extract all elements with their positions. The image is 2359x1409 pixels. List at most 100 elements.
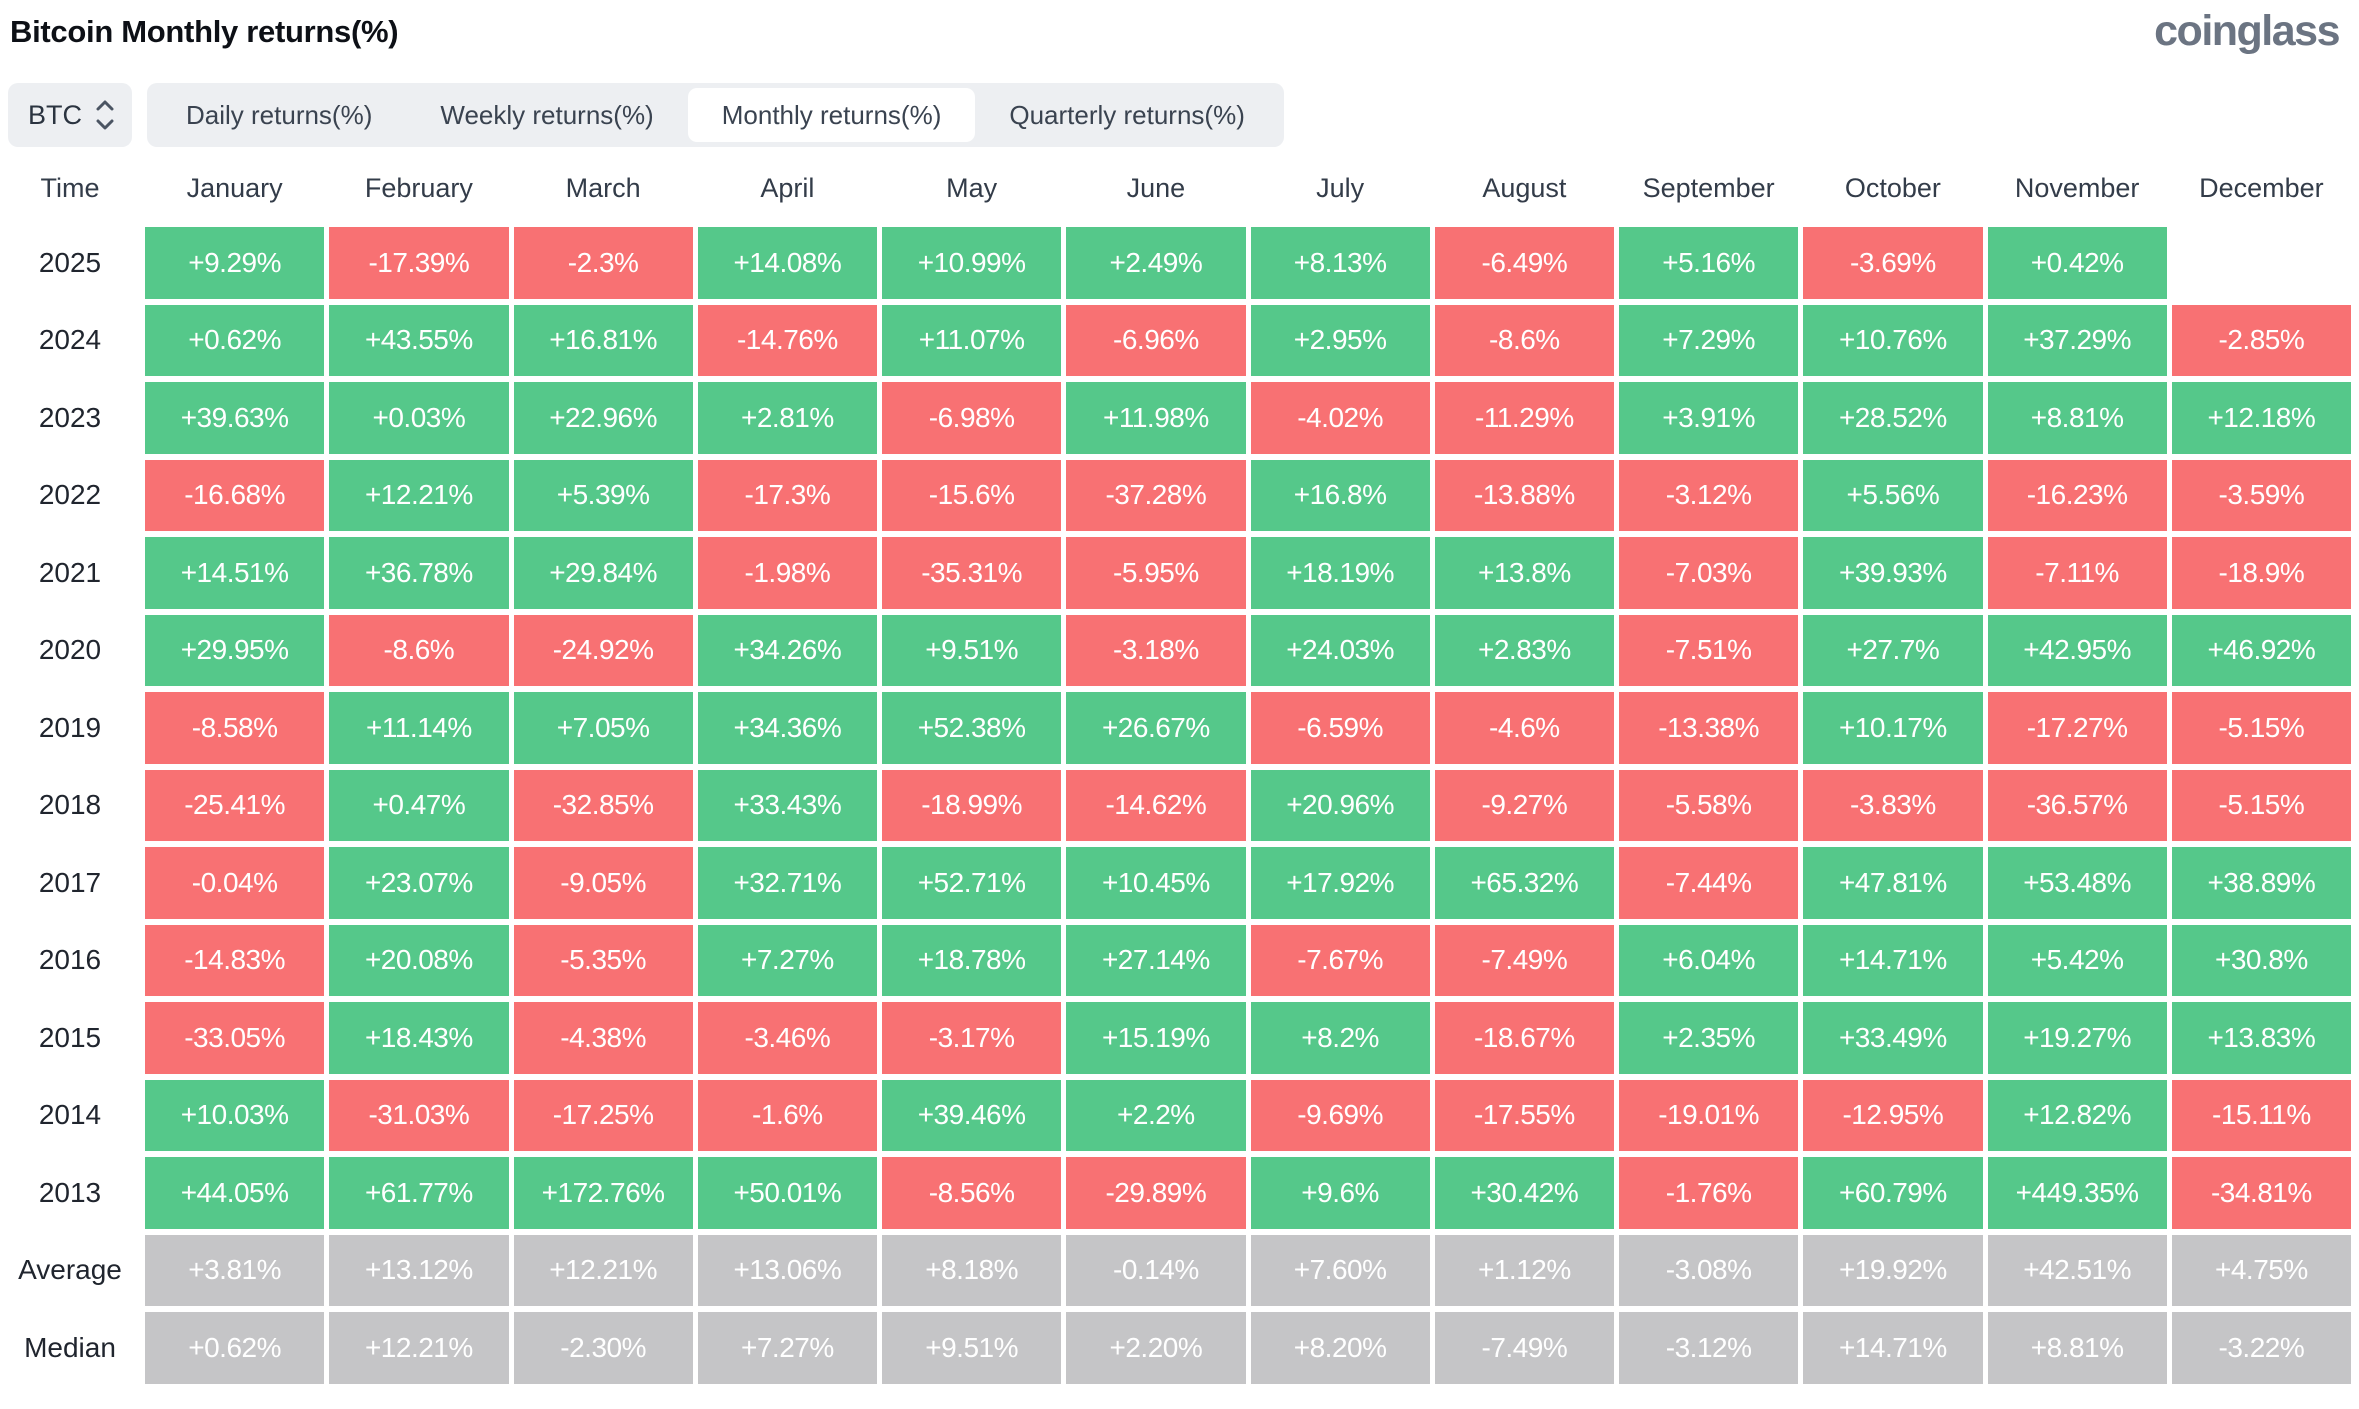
return-cell-2025-november: +0.42% (1987, 227, 2167, 299)
return-cell-2023-october: +28.52% (1803, 382, 1983, 454)
return-cell-2014-september: -19.01% (1619, 1079, 1799, 1151)
return-cell-2023-may: -6.98% (882, 382, 1062, 454)
return-cell-2016-march: -5.35% (513, 924, 693, 996)
return-cell-2015-april: -3.46% (697, 1002, 877, 1074)
column-header-march: March (565, 172, 641, 203)
return-cell-2014-august: -17.55% (1434, 1079, 1614, 1151)
return-cell-2025-march: -2.3% (513, 227, 693, 299)
return-cell-average-june: -0.14% (1066, 1234, 1246, 1306)
row-label-2023: 2023 (38, 401, 102, 433)
return-cell-2024-march: +16.81% (513, 304, 693, 376)
return-cell-2024-august: -8.6% (1434, 304, 1614, 376)
return-cell-2016-may: +18.78% (882, 924, 1062, 996)
return-cell-2015-february: +18.43% (329, 1002, 509, 1074)
return-cell-2020-may: +9.51% (882, 614, 1062, 686)
coinglass-logo: coinglass (2154, 7, 2340, 55)
return-cell-2020-august: +2.83% (1434, 614, 1614, 686)
return-cell-2018-march: -32.85% (513, 769, 693, 841)
column-header-time: Time (40, 172, 100, 203)
return-cell-2017-february: +23.07% (329, 847, 509, 919)
returns-table: Time January February March April May June July… (0, 155, 2351, 1384)
return-cell-2015-june: +15.19% (1066, 1002, 1246, 1074)
return-cell-2013-may: -8.56% (882, 1157, 1062, 1229)
return-cell-2018-april: +33.43% (697, 769, 877, 841)
return-cell-2021-december: -18.9% (2171, 537, 2351, 609)
return-cell-2017-june: +10.45% (1066, 847, 1246, 919)
return-cell-2016-october: +14.71% (1803, 924, 1983, 996)
return-cell-2021-january: +14.51% (145, 537, 325, 609)
return-cell-2019-march: +7.05% (513, 692, 693, 764)
return-cell-median-june: +2.20% (1066, 1312, 1246, 1384)
return-cell-median-april: +7.27% (697, 1312, 877, 1384)
return-cell-2023-july: -4.02% (1250, 382, 1430, 454)
return-cell-2013-january: +44.05% (145, 1157, 325, 1229)
return-cell-2017-july: +17.92% (1250, 847, 1430, 919)
return-cell-2018-june: -14.62% (1066, 769, 1246, 841)
returns-period-tabs: Daily returns(%) Weekly returns(%) Monthly… (147, 83, 1284, 147)
return-cell-average-september: -3.08% (1619, 1234, 1799, 1306)
return-cell-2024-june: -6.96% (1066, 304, 1246, 376)
return-cell-2022-march: +5.39% (513, 459, 693, 531)
tab-monthly[interactable]: Monthly returns(%) (687, 88, 976, 142)
return-cell-2023-september: +3.91% (1619, 382, 1799, 454)
return-cell-2019-november: -17.27% (1987, 692, 2167, 764)
row-label-2015: 2015 (38, 1021, 102, 1053)
column-header-december: December (2199, 172, 2324, 203)
row-label-2024: 2024 (38, 324, 102, 356)
return-cell-2021-september: -7.03% (1619, 537, 1799, 609)
return-cell-2024-february: +43.55% (329, 304, 509, 376)
symbol-select[interactable]: BTC (8, 83, 132, 147)
return-cell-2019-january: -8.58% (145, 692, 325, 764)
row-label-2021: 2021 (38, 556, 102, 588)
return-cell-2021-march: +29.84% (513, 537, 693, 609)
return-cell-2018-september: -5.58% (1619, 769, 1799, 841)
return-cell-2019-october: +10.17% (1803, 692, 1983, 764)
return-cell-2025-may: +10.99% (882, 227, 1062, 299)
return-cell-2013-april: +50.01% (697, 1157, 877, 1229)
return-cell-2021-july: +18.19% (1250, 537, 1430, 609)
return-cell-2017-october: +47.81% (1803, 847, 1983, 919)
row-label-2017: 2017 (38, 866, 102, 898)
return-cell-2013-september: -1.76% (1619, 1157, 1799, 1229)
return-cell-2022-august: -13.88% (1434, 459, 1614, 531)
tab-weekly[interactable]: Weekly returns(%) (440, 100, 654, 130)
return-cell-2019-june: +26.67% (1066, 692, 1246, 764)
return-cell-2025-june: +2.49% (1066, 227, 1246, 299)
return-cell-2013-march: +172.76% (513, 1157, 693, 1229)
return-cell-2023-august: -11.29% (1434, 382, 1614, 454)
row-label-2016: 2016 (38, 944, 102, 976)
return-cell-2019-may: +52.38% (882, 692, 1062, 764)
tab-daily[interactable]: Daily returns(%) (186, 100, 373, 130)
return-cell-average-october: +19.92% (1803, 1234, 1983, 1306)
return-cell-2024-april: -14.76% (697, 304, 877, 376)
column-header-june: June (1126, 172, 1186, 203)
column-header-september: September (1642, 172, 1775, 203)
return-cell-2022-july: +16.8% (1250, 459, 1430, 531)
return-cell-2018-july: +20.96% (1250, 769, 1430, 841)
return-cell-2025-december (2172, 227, 2351, 299)
return-cell-2018-january: -25.41% (145, 769, 325, 841)
row-label-average: Average (18, 1254, 122, 1286)
return-cell-median-august: -7.49% (1434, 1312, 1614, 1384)
row-label-2020: 2020 (38, 634, 102, 666)
return-cell-2016-july: -7.67% (1250, 924, 1430, 996)
return-cell-2022-january: -16.68% (145, 459, 325, 531)
return-cell-2019-april: +34.36% (697, 692, 877, 764)
return-cell-2025-august: -6.49% (1434, 227, 1614, 299)
return-cell-2017-november: +53.48% (1987, 847, 2167, 919)
return-cell-2025-july: +8.13% (1250, 227, 1430, 299)
tab-quarterly[interactable]: Quarterly returns(%) (1009, 100, 1245, 130)
return-cell-2013-july: +9.6% (1250, 1157, 1430, 1229)
column-header-april: April (760, 172, 815, 203)
return-cell-2017-may: +52.71% (882, 847, 1062, 919)
return-cell-2015-august: -18.67% (1434, 1002, 1614, 1074)
return-cell-2013-december: -34.81% (2171, 1157, 2351, 1229)
return-cell-median-october: +14.71% (1803, 1312, 1983, 1384)
return-cell-2020-february: -8.6% (329, 614, 509, 686)
return-cell-2021-april: -1.98% (697, 537, 877, 609)
return-cell-average-april: +13.06% (697, 1234, 877, 1306)
return-cell-median-february: +12.21% (329, 1312, 509, 1384)
return-cell-2018-august: -9.27% (1434, 769, 1614, 841)
return-cell-2018-october: -3.83% (1803, 769, 1983, 841)
return-cell-2015-may: -3.17% (882, 1002, 1062, 1074)
